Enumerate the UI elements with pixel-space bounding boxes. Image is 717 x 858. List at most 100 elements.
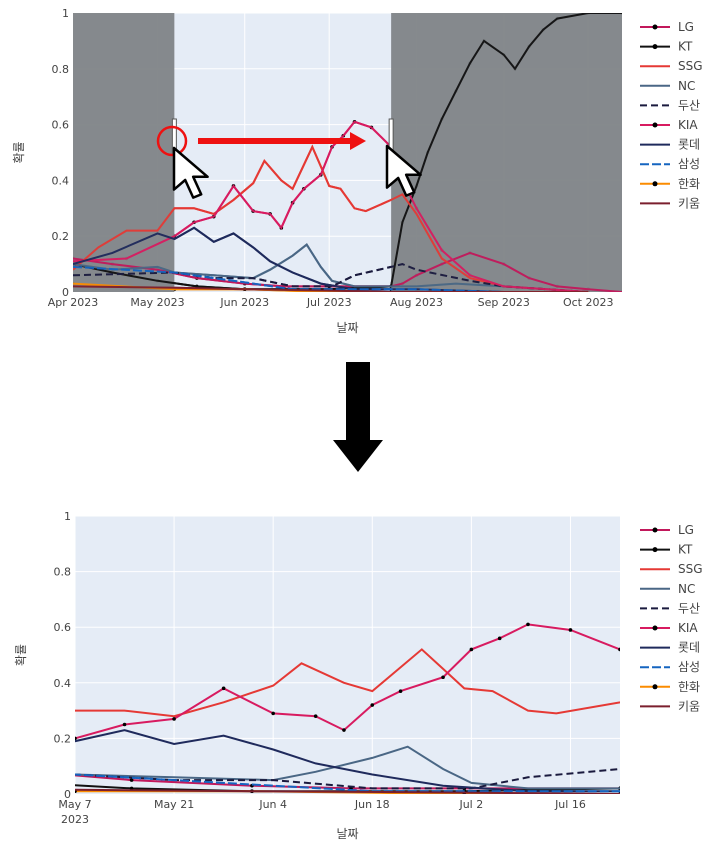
- series-line-KT: [75, 784, 620, 793]
- annotations: [156, 125, 422, 472]
- series-point-KIA: [122, 722, 127, 727]
- series-point-LG: [647, 784, 651, 788]
- legend-label: 키움: [678, 699, 700, 713]
- legend-marker-KT: [652, 547, 658, 553]
- plot-area: [75, 516, 620, 794]
- x-tick-label: May 2023: [130, 296, 184, 309]
- down-arrow-head: [333, 440, 383, 472]
- legend-label: 키움: [678, 196, 700, 210]
- legend-marker-한화: [652, 181, 658, 187]
- legend-label: 삼성: [678, 660, 700, 674]
- down-arrow-shaft: [346, 362, 370, 442]
- series-point-LG: [129, 778, 134, 782]
- series-line-한화: [73, 282, 589, 292]
- series-point-KIA: [172, 717, 176, 721]
- series-point-KIA: [313, 714, 318, 718]
- highlight-circle: [156, 125, 188, 157]
- x-tick-label: Sep 2023: [478, 296, 530, 309]
- legend-label: 삼성: [678, 157, 700, 171]
- y-tick-label: 0.4: [52, 174, 70, 187]
- gridlines: [74, 515, 620, 794]
- y-tick-label: 1: [62, 7, 69, 20]
- x-tick-label: Apr 2023: [48, 296, 99, 309]
- series-line-SSG: [73, 144, 589, 292]
- legend-label: LG: [678, 523, 694, 537]
- series-point-KIA: [441, 675, 445, 680]
- y-tick-label: 0: [64, 788, 71, 801]
- x-tick-label: Jul 2: [458, 798, 483, 811]
- legend-marker-LG: [652, 24, 658, 30]
- legend-label: 롯데: [678, 641, 700, 655]
- series-group: [31, 622, 714, 796]
- legend-label: 롯데: [678, 138, 700, 152]
- series-point-KT: [710, 653, 714, 657]
- series-line-키움: [75, 788, 620, 794]
- x-axis-title: 날짜: [336, 827, 358, 841]
- series-point-KT: [31, 781, 35, 785]
- shade-left: [73, 13, 175, 292]
- series-point-LG: [682, 776, 686, 780]
- y-tick-label: 0.4: [54, 677, 72, 690]
- y-tick-label: 0.8: [52, 63, 70, 76]
- y-axis-title: 확률: [14, 644, 28, 666]
- legend-label: 한화: [678, 680, 700, 694]
- legend-label: SSG: [678, 59, 703, 73]
- cursor-icon: [172, 146, 209, 199]
- x-tick-label: Jul 2023: [306, 296, 352, 309]
- series-line-LG: [73, 251, 622, 292]
- legend-label: KT: [678, 40, 693, 54]
- series-line-KT: [73, 13, 622, 291]
- x-tick-label: Jun 2023: [219, 296, 269, 309]
- top-chart[interactable]: 0 0.2 0.4 0.6 0.8 1 Apr 2023 May 2023 Jun 2023 Ju…: [12, 7, 703, 335]
- legend-marker-한화: [652, 684, 658, 690]
- x-tick-year: 2023: [61, 813, 89, 826]
- y-tick-label: 0.6: [52, 119, 70, 132]
- x-tick-label: Jun 18: [354, 798, 390, 811]
- legend-label: LG: [678, 20, 694, 34]
- legend-label: 두산: [678, 601, 700, 615]
- legend-marker-KIA: [652, 122, 658, 128]
- series-point-한화: [682, 792, 686, 796]
- y-axis-title: 확률: [12, 141, 26, 163]
- legend-marker-KT: [652, 44, 658, 50]
- series-point-KIA: [647, 681, 651, 685]
- x-tick-label: Jun 4: [258, 798, 287, 811]
- series-point-KIA: [271, 711, 275, 716]
- shade-right: [391, 13, 622, 292]
- series-point-KIA: [75, 736, 77, 741]
- y-tick-label: 0.2: [52, 230, 70, 243]
- series-point-LG: [31, 770, 35, 774]
- legend-label: KIA: [678, 621, 698, 635]
- legend-label: KIA: [678, 118, 698, 132]
- legend-label: KT: [678, 543, 693, 557]
- series-point-KIA: [221, 686, 226, 691]
- legend-marker-LG: [652, 527, 658, 533]
- legend-label: NC: [678, 582, 695, 596]
- cursor-icon: [385, 144, 422, 197]
- legend-label: NC: [678, 79, 695, 93]
- series-point-KIA: [618, 647, 620, 652]
- y-tick-label: 0.2: [54, 732, 72, 745]
- x-tick-label: Jul 16: [554, 798, 586, 811]
- legend-label: 두산: [678, 98, 700, 112]
- series-line-키움: [73, 285, 589, 292]
- bottom-chart[interactable]: 0 0.2 0.4 0.6 0.8 1 May 7 May 21 Jun 4 Jun 18 Jul …: [0, 510, 717, 841]
- y-tick-label: 0.8: [54, 566, 72, 579]
- series-point-KIA: [568, 628, 573, 632]
- y-tick-label: 1: [64, 510, 71, 523]
- x-tick-label: Oct 2023: [563, 296, 614, 309]
- x-tick-label: May 21: [154, 798, 194, 811]
- x-tick-label: Aug 2023: [390, 296, 443, 309]
- legend-marker-KIA: [652, 625, 658, 631]
- x-tick-label: May 7: [58, 798, 91, 811]
- series-point-KIA: [370, 703, 375, 707]
- legend-label: 한화: [678, 177, 700, 191]
- series-point-KIA: [526, 622, 530, 627]
- y-tick-label: 0.6: [54, 621, 72, 634]
- series-line-SSG: [75, 648, 620, 718]
- series-line-LG: [75, 774, 620, 790]
- series-line-KIA: [73, 120, 589, 292]
- series-point-KIA: [398, 689, 403, 693]
